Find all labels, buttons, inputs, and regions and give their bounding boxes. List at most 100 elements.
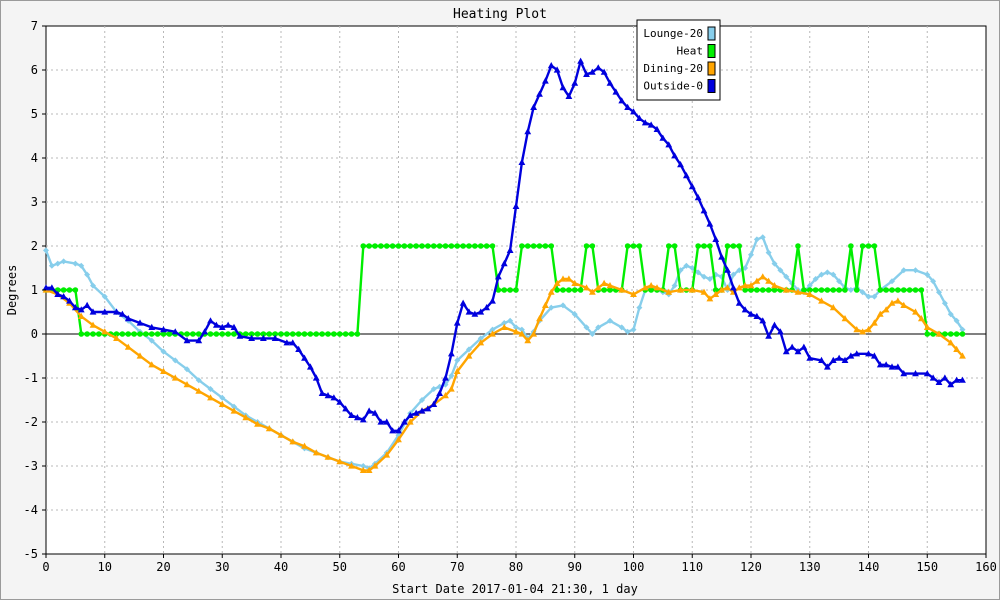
heat-point (959, 331, 966, 337)
lounge-20-point (184, 366, 190, 373)
dining-20-point (442, 392, 449, 399)
dining-20-point (453, 367, 461, 374)
outside-0-point (865, 350, 872, 357)
y-tick-label: 0 (31, 327, 38, 341)
outside-0-point (494, 273, 502, 280)
heat-point (295, 331, 302, 337)
lounge-20-point (736, 267, 743, 274)
outside-0-point (606, 79, 614, 86)
lounge-20-point (518, 326, 525, 333)
heat-point (284, 331, 290, 337)
heat-point (113, 331, 120, 337)
lounge-20-point (148, 337, 155, 344)
heat-point (60, 287, 67, 293)
heat-point (378, 243, 384, 249)
lounge-20-point (513, 324, 519, 331)
outside-0-point (624, 103, 632, 110)
lounge-20-point (936, 289, 942, 296)
heat-point (289, 331, 296, 337)
series-dining-20 (42, 273, 966, 473)
outside-0-point (536, 90, 543, 97)
x-tick-label: 80 (509, 560, 523, 574)
outside-0-point (835, 354, 843, 361)
heat-point (213, 331, 220, 337)
dining-20-point (277, 431, 285, 438)
heat-point (448, 243, 455, 249)
heat-point (366, 243, 372, 249)
dining-20-point (829, 304, 837, 311)
dining-20-point (688, 286, 696, 293)
lounge-20-point (671, 282, 678, 289)
lounge-20-point (830, 271, 837, 278)
dining-20-point (536, 315, 543, 322)
dining-20-point (207, 394, 214, 401)
heat-point (736, 243, 743, 249)
heat-point (795, 243, 801, 249)
lounge-20-point (560, 302, 566, 309)
dining-20-point (512, 328, 520, 335)
outside-0-point (295, 345, 303, 352)
dining-20-point (553, 279, 561, 286)
lounge-20-point (847, 287, 854, 293)
lounge-20-point (101, 293, 108, 300)
outside-0-point (647, 121, 655, 128)
outside-0-point (113, 308, 120, 315)
heat-point (489, 243, 496, 249)
outside-0-point (923, 370, 931, 377)
heat-point (759, 287, 766, 293)
heat-point (748, 287, 754, 293)
y-tick-label: 7 (31, 19, 38, 33)
outside-0-point (66, 297, 73, 304)
heat-point (695, 243, 701, 249)
dining-20-point (641, 284, 649, 291)
dining-20-point (148, 361, 156, 368)
outside-0-point (853, 350, 861, 357)
outside-0-point (788, 343, 796, 350)
lounge-20-point (430, 386, 437, 392)
outside-0-point (694, 194, 702, 201)
heat-point (383, 243, 390, 249)
heat-point (195, 331, 202, 337)
heat-point (806, 287, 813, 293)
heat-point (260, 331, 267, 337)
heat-point (131, 331, 137, 337)
legend-swatch-dining-20 (707, 61, 716, 76)
dining-20-point (395, 436, 402, 443)
lounge-20-point (912, 267, 919, 274)
heat-point (225, 331, 231, 337)
heat-point (477, 243, 484, 249)
dining-20-point (530, 330, 538, 337)
outside-0-point (412, 409, 420, 416)
heat-point (895, 287, 901, 293)
lounge-20-point (889, 278, 895, 285)
heat-point (360, 243, 367, 249)
outside-0-point (600, 68, 608, 75)
lounge-20-point (160, 348, 167, 355)
outside-0-point (71, 304, 79, 311)
heat-point (665, 243, 672, 249)
outside-0-point (477, 308, 485, 315)
outside-0-point (947, 381, 955, 388)
lounge-20-point (48, 262, 55, 269)
outside-0-point (653, 125, 661, 132)
lounge-20-point (489, 326, 496, 333)
dining-20-point (677, 286, 684, 293)
dining-20-point (953, 345, 961, 352)
heat-point (554, 287, 560, 293)
dining-20-point (947, 339, 955, 346)
lounge-20-point (43, 247, 49, 254)
heat-point (842, 287, 848, 293)
outside-0-point (471, 310, 479, 317)
heat-point (519, 243, 525, 249)
outside-0-point (201, 328, 209, 335)
outside-0-point (588, 68, 596, 75)
outside-0-point (571, 79, 579, 86)
outside-0-point (712, 235, 720, 242)
heat-point (72, 287, 79, 293)
legend-label-outside-0: Outside-0 (643, 80, 703, 93)
outside-0-point (171, 328, 179, 335)
lounge-20-point (618, 324, 625, 331)
heat-point (577, 287, 584, 293)
heat-point (953, 331, 960, 337)
outside-0-point (500, 260, 508, 267)
